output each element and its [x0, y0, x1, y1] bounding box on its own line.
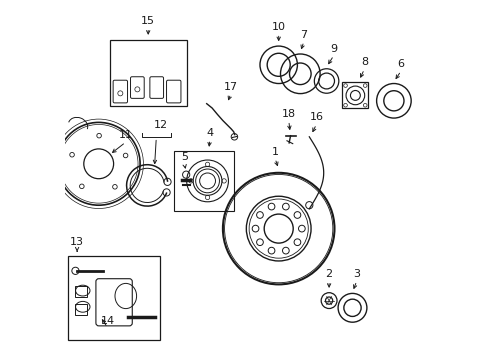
Bar: [75, 303, 87, 315]
Text: 11: 11: [119, 130, 132, 140]
Text: 8: 8: [360, 57, 367, 67]
Bar: [342, 82, 367, 108]
Bar: [75, 285, 87, 297]
Text: 15: 15: [141, 16, 155, 26]
Text: 1: 1: [271, 147, 278, 157]
Text: 18: 18: [281, 109, 295, 119]
Bar: [174, 151, 233, 211]
Text: 9: 9: [329, 44, 337, 54]
Text: 16: 16: [309, 112, 323, 122]
Text: 13: 13: [70, 237, 84, 247]
Text: 7: 7: [300, 30, 307, 40]
Bar: [109, 40, 186, 106]
Text: 10: 10: [271, 22, 285, 32]
Text: 12: 12: [154, 120, 168, 130]
Text: 5: 5: [181, 152, 187, 162]
Text: 14: 14: [101, 316, 114, 326]
Text: 4: 4: [206, 127, 213, 138]
Text: 3: 3: [353, 269, 360, 279]
Text: 6: 6: [397, 59, 404, 69]
Bar: [68, 256, 160, 340]
Text: 17: 17: [224, 82, 237, 92]
Text: 2: 2: [325, 269, 332, 279]
